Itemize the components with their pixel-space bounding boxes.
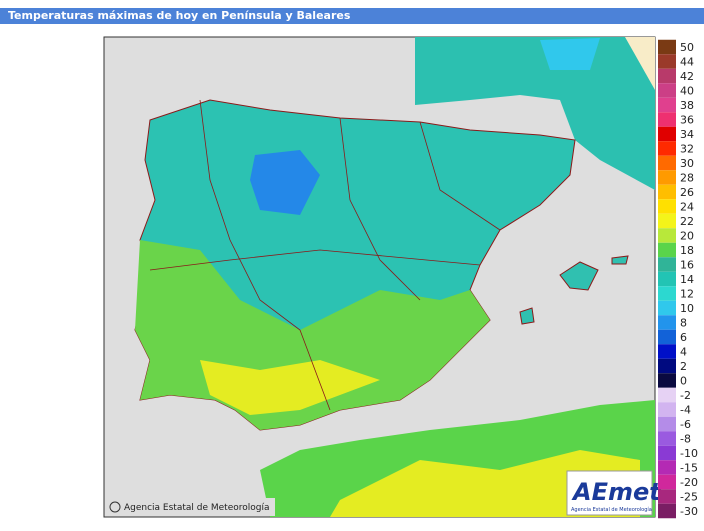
legend-swatch [658, 271, 676, 287]
legend-label: 44 [680, 56, 694, 69]
legend-swatch [658, 213, 676, 229]
legend-swatch [658, 358, 676, 374]
legend-swatch [658, 286, 676, 301]
cold-area [250, 150, 320, 215]
land-warm [625, 37, 655, 90]
legend-label: -8 [680, 433, 691, 446]
legend-label: 16 [680, 259, 694, 272]
legend-label: 36 [680, 114, 694, 127]
legend-swatch [658, 460, 676, 475]
legend-label: -2 [680, 389, 691, 402]
legend-swatch [658, 257, 676, 272]
legend-label: 8 [680, 317, 687, 330]
legend-swatch [658, 315, 676, 330]
copyright-icon [109, 501, 121, 513]
legend-label: 30 [680, 157, 694, 170]
legend-label: 50 [680, 41, 694, 54]
mallorca [559, 261, 599, 291]
legend-swatch [658, 184, 676, 200]
credit-bg [105, 498, 275, 516]
legend-label: 32 [680, 143, 694, 156]
legend-label: -30 [680, 505, 698, 518]
legend-swatch [658, 387, 676, 403]
legend: 5044424038363432302826242220181614121086… [658, 39, 698, 519]
legend-swatch [658, 97, 676, 113]
legend-label: 38 [680, 99, 694, 112]
credit: Agencia Estatal de Meteorología [124, 503, 270, 513]
legend-label: 28 [680, 172, 694, 185]
legend-swatch [658, 112, 676, 127]
legend-label: 34 [680, 128, 694, 141]
title-bar: Temperaturas máximas de hoy en Península… [0, 8, 704, 24]
legend-label: 10 [680, 302, 694, 315]
legend-label: 0 [680, 375, 687, 388]
legend-label: 2 [680, 360, 687, 373]
legend-label: -10 [680, 447, 698, 460]
legend-swatch [658, 373, 676, 388]
legend-label: -15 [680, 462, 698, 475]
africa-warm [330, 450, 640, 517]
legend-label: -4 [680, 404, 691, 417]
legend-label: 6 [680, 331, 687, 344]
france [415, 37, 655, 190]
legend-label: 40 [680, 85, 694, 98]
legend-swatch [658, 474, 676, 490]
menorca [611, 255, 629, 265]
logo: AEmet [571, 478, 662, 506]
legend-swatch [658, 68, 676, 84]
legend-label: 12 [680, 288, 694, 301]
legend-swatch [658, 344, 676, 359]
legend-swatch [658, 228, 676, 243]
legend-label: 4 [680, 346, 687, 359]
legend-swatch [658, 445, 676, 461]
logo-box [566, 470, 653, 516]
legend-label: 18 [680, 244, 694, 257]
legend-swatch [658, 416, 676, 432]
legend-swatch [658, 503, 676, 519]
legend-label: 22 [680, 215, 694, 228]
borders [149, 99, 501, 411]
legend-swatch [658, 402, 676, 417]
legend-swatch [658, 199, 676, 214]
legend-label: 42 [680, 70, 694, 83]
legend-label: -20 [680, 476, 698, 489]
legend-label: -25 [680, 491, 698, 504]
legend-swatch [658, 155, 676, 171]
legend-label: 24 [680, 201, 694, 214]
legend-swatch [658, 126, 676, 142]
hot-area [200, 360, 380, 415]
land-cold [540, 38, 600, 70]
legend-swatch [658, 141, 676, 156]
legend-swatch [658, 489, 676, 504]
legend-swatch [658, 170, 676, 185]
legend-swatch [658, 431, 676, 446]
logo-subtitle: Agencia Estatal de Meteorología [571, 506, 652, 513]
legend-label: 20 [680, 230, 694, 243]
legend-swatch [658, 83, 676, 98]
legend-swatch [658, 39, 676, 55]
legend-swatch [658, 54, 676, 69]
legend-swatch [658, 329, 676, 345]
legend-swatch [658, 242, 676, 258]
legend-label: 14 [680, 273, 694, 286]
legend-label: -6 [680, 418, 691, 431]
ibiza [519, 307, 535, 325]
legend-swatch [658, 300, 676, 316]
legend-label: 26 [680, 186, 694, 199]
